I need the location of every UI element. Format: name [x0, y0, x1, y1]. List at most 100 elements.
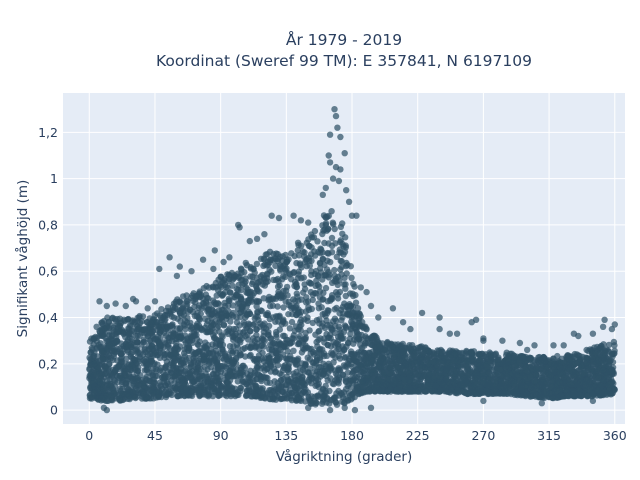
data-point	[193, 327, 200, 334]
data-point	[349, 377, 357, 384]
data-point	[262, 311, 270, 318]
data-point	[238, 266, 245, 273]
data-point	[360, 383, 367, 391]
data-point	[511, 363, 518, 370]
data-point	[610, 338, 618, 346]
data-point	[146, 345, 153, 352]
data-point	[220, 322, 228, 329]
data-point	[341, 248, 349, 256]
data-point	[95, 378, 103, 385]
data-point	[242, 310, 249, 317]
data-point	[251, 320, 258, 328]
data-point	[217, 290, 224, 297]
data-point	[383, 375, 390, 382]
data-point	[305, 236, 312, 243]
data-point	[240, 362, 247, 369]
data-point	[253, 260, 261, 268]
data-point	[96, 361, 103, 369]
data-point	[157, 379, 164, 386]
data-point	[368, 337, 376, 344]
data-point	[163, 325, 170, 333]
data-point	[188, 388, 195, 396]
data-point	[236, 369, 243, 376]
data-point	[221, 302, 229, 310]
data-point	[443, 375, 450, 382]
data-point	[316, 356, 324, 363]
data-point	[225, 307, 232, 315]
data-point	[291, 383, 298, 391]
data-point	[274, 303, 281, 310]
data-point	[282, 267, 289, 275]
data-point	[584, 362, 591, 369]
data-point	[117, 350, 124, 357]
data-point	[395, 356, 402, 363]
data-point	[98, 332, 106, 339]
data-point	[253, 274, 260, 281]
data-point	[311, 393, 319, 400]
data-point	[311, 227, 319, 235]
data-point	[305, 306, 313, 314]
data-point	[166, 383, 173, 390]
data-point	[246, 310, 254, 318]
data-point	[232, 330, 239, 338]
data-point	[509, 370, 517, 377]
data-point	[129, 388, 136, 395]
data-point	[158, 322, 165, 329]
data-point	[347, 396, 355, 403]
data-point	[266, 315, 273, 323]
data-point	[364, 360, 371, 367]
data-point	[280, 304, 287, 311]
data-point	[150, 352, 157, 359]
data-point	[118, 319, 125, 326]
data-point	[136, 386, 143, 393]
data-point	[307, 288, 314, 296]
data-point	[350, 280, 357, 288]
data-point	[342, 285, 349, 292]
data-point	[332, 377, 339, 384]
data-point	[378, 387, 386, 394]
data-point	[104, 377, 111, 384]
data-point	[373, 384, 380, 391]
data-point	[245, 384, 252, 391]
data-point	[341, 300, 348, 307]
data-point	[583, 346, 590, 354]
data-point	[280, 388, 287, 396]
data-point	[592, 374, 599, 381]
data-point	[340, 362, 348, 369]
data-point	[205, 306, 212, 313]
data-point	[188, 379, 196, 386]
data-point	[305, 279, 313, 286]
data-point	[359, 378, 366, 385]
data-point	[181, 317, 189, 324]
data-point	[193, 349, 200, 357]
data-point	[241, 345, 248, 352]
data-point	[170, 355, 177, 363]
data-point	[388, 360, 395, 368]
data-point	[229, 349, 236, 357]
data-point	[217, 337, 224, 344]
data-point	[428, 386, 435, 394]
data-point	[283, 381, 291, 388]
data-point	[328, 326, 335, 333]
data-point	[273, 331, 280, 338]
data-point	[454, 361, 461, 368]
data-point	[500, 390, 507, 397]
data-point	[227, 318, 234, 325]
data-point	[457, 370, 465, 377]
data-point	[251, 356, 259, 363]
data-point	[223, 284, 230, 291]
data-point	[491, 383, 498, 390]
data-point	[330, 221, 337, 228]
data-point	[125, 341, 133, 348]
data-point	[295, 241, 302, 249]
data-point	[267, 335, 274, 342]
data-point	[98, 319, 105, 327]
data-point	[315, 305, 323, 312]
data-point	[129, 317, 136, 324]
data-point	[501, 385, 508, 392]
data-point	[201, 315, 209, 322]
data-point	[226, 368, 233, 375]
data-point	[579, 371, 586, 378]
data-point	[373, 336, 381, 343]
data-point	[279, 332, 287, 339]
